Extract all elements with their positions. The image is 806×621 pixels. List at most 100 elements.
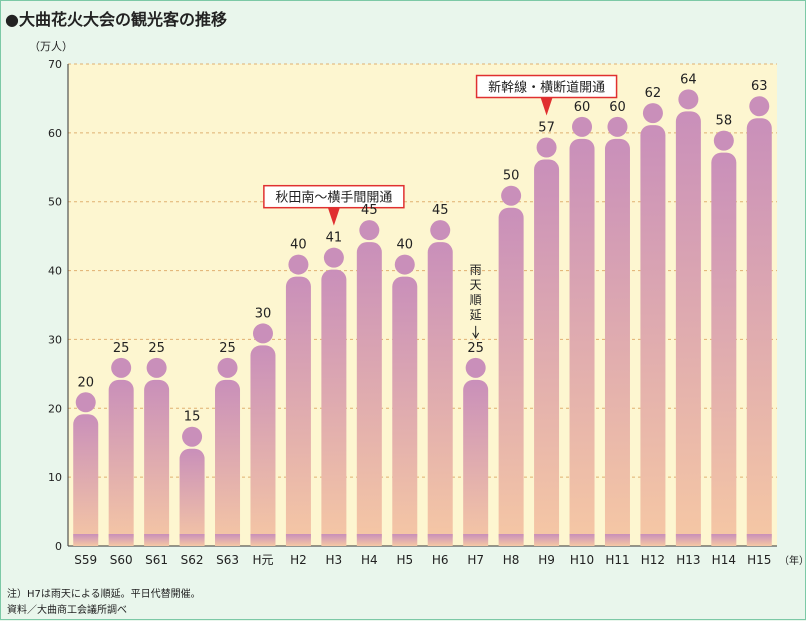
y-tick-label: 60 [48,127,62,140]
bar-base [215,534,241,546]
bar-head [146,357,167,378]
data-label: 63 [751,79,768,94]
x-tick-label: S60 [110,553,133,567]
data-label: 25 [467,341,484,356]
bar-head [678,89,699,110]
bar-head [572,116,593,137]
data-label: 58 [716,114,733,129]
data-label: 15 [184,410,201,425]
data-label: 40 [290,238,307,253]
y-tick-label: 10 [48,471,62,484]
bar-base [640,534,666,546]
callout-box [263,184,405,209]
data-label: 40 [397,238,414,253]
bar-base [73,534,99,546]
bar-head [430,220,451,241]
callout-pointer [327,207,340,226]
bar-head [252,323,273,344]
bar-base [108,534,134,546]
callout-text: 秋田南〜横手間開通 [275,190,392,206]
bar-head [465,357,486,378]
y-tick-label: 40 [48,265,62,278]
data-label: 30 [255,306,272,321]
bar-head [642,103,663,124]
bar [108,379,134,546]
bar [392,276,418,546]
x-tick-label: H元 [252,553,273,567]
data-label: 25 [148,341,165,356]
bar [675,111,701,547]
data-label: 57 [538,121,555,136]
bar-head [288,254,309,275]
bar [144,379,170,546]
data-label: 20 [77,375,94,390]
callout-text: 新幹線・横断道開通 [488,80,605,96]
bar [285,276,311,546]
bar [604,138,630,546]
annotation-char: 天 [470,278,482,292]
bar [746,118,772,546]
bar-base [746,534,772,546]
bar-head [713,130,734,151]
data-label: 25 [219,341,236,356]
bar [250,345,276,546]
bar-base [534,534,560,546]
x-tick-label: H6 [432,553,449,567]
data-label: 64 [680,72,697,87]
bar-head [501,185,522,206]
bar-base [569,534,595,546]
bar [356,242,382,546]
bar-base [463,534,489,546]
bar-head [111,357,132,378]
x-tick-label: H13 [676,553,700,567]
annotation-char: 雨 [470,263,482,277]
x-tick-label: S59 [74,553,97,567]
bar [569,138,595,546]
bar-head [359,220,380,241]
y-tick-label: 70 [48,58,62,71]
x-tick-label: H3 [326,553,343,567]
x-tick-label: H4 [361,553,378,567]
bar [498,207,524,546]
bar-base [604,534,630,546]
data-label: 45 [432,203,449,218]
bar-head [75,392,96,413]
data-label: 50 [503,169,520,184]
bar [463,379,489,546]
bar-head [182,426,203,447]
y-tick-label: 50 [48,196,62,209]
x-tick-label: H5 [396,553,413,567]
data-label: 25 [113,341,130,356]
bar-base [711,534,737,546]
y-tick-label: 30 [48,333,62,346]
bar-head [394,254,415,275]
callout-box [475,74,618,99]
chart-title: ●大曲花火大会の観光客の推移 [5,10,227,29]
y-axis-label: （万人） [29,40,73,53]
bar-base [392,534,418,546]
bar [640,125,666,546]
bar-head [607,116,628,137]
data-label: 62 [645,86,662,101]
x-tick-label: S63 [216,553,239,567]
bar-head [217,357,238,378]
bar-base [356,534,382,546]
bar-base [144,534,170,546]
x-tick-label: S61 [145,553,168,567]
x-tick-label: H15 [747,553,771,567]
bar-base [427,534,453,546]
x-tick-label: H2 [290,553,307,567]
bar [534,159,560,546]
data-label: 41 [326,231,343,246]
annotation-char: 延 [470,308,482,322]
data-label: 60 [609,100,626,115]
bar-head [749,96,770,117]
x-tick-label: S62 [181,553,204,567]
bar-base [179,534,205,546]
bar-base [675,534,701,546]
bar [215,379,241,546]
bar [321,269,347,546]
x-axis-label: （年） [779,554,806,567]
